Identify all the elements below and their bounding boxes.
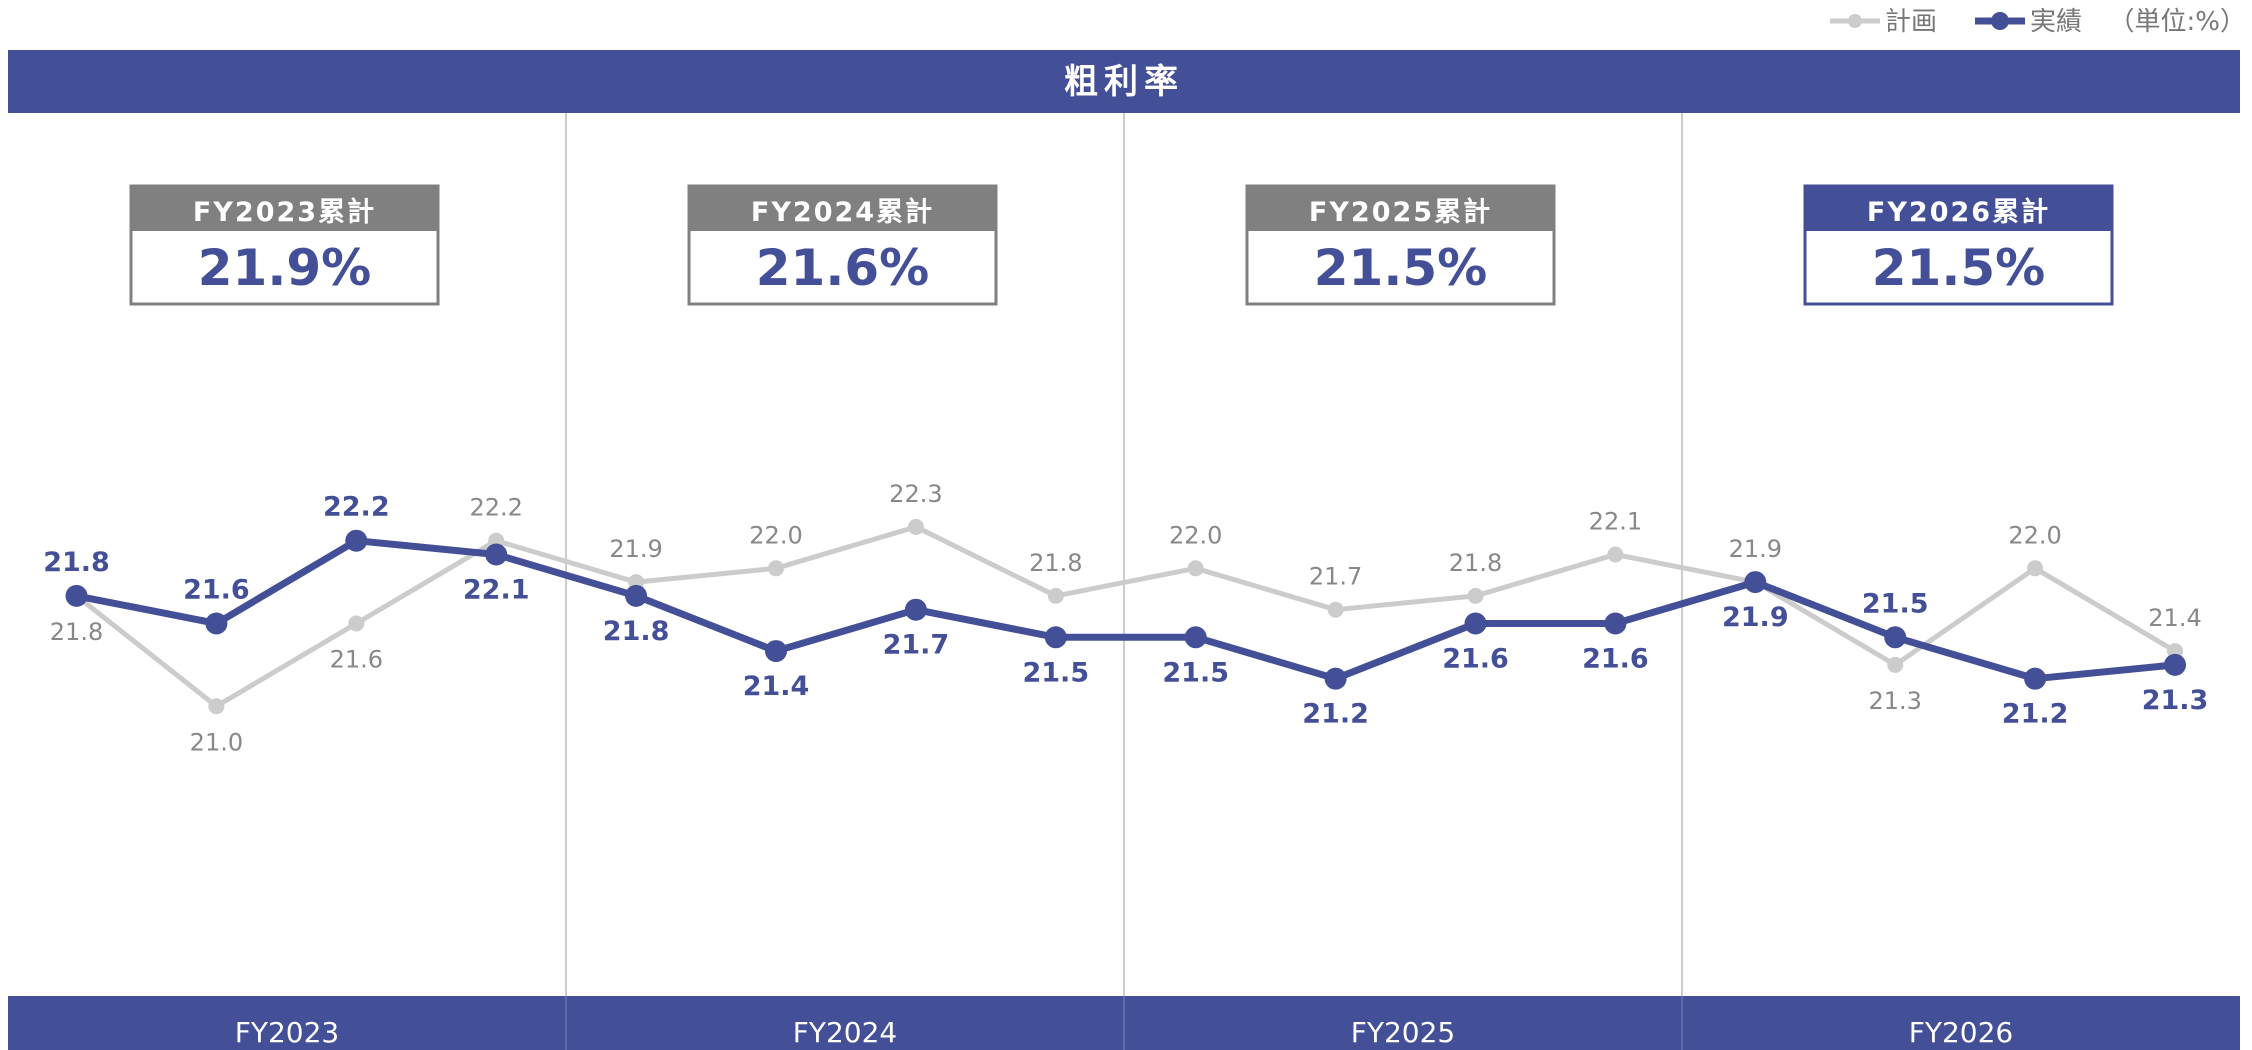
data-label: 22.2: [469, 494, 522, 522]
data-label: 22.0: [749, 521, 802, 549]
data-point: [1887, 656, 1904, 673]
data-point: [65, 584, 88, 607]
legend-label: 実績: [2030, 7, 2082, 37]
legend-marker: [1991, 12, 2009, 30]
data-point: [1047, 587, 1064, 604]
data-label: 21.4: [2148, 604, 2201, 632]
data-label: 21.8: [1449, 549, 1502, 577]
data-label: 22.2: [323, 492, 390, 523]
data-point: [1607, 546, 1624, 563]
data-point: [208, 698, 225, 715]
series-line: [75, 537, 2176, 683]
data-label: 21.8: [603, 616, 670, 647]
data-point: [1464, 612, 1487, 635]
data-label: 22.0: [1169, 521, 1222, 549]
data-label: 22.0: [2008, 521, 2061, 549]
data-label: 22.3: [889, 480, 942, 508]
data-label: 21.3: [1868, 687, 1921, 715]
summary-header: [689, 186, 996, 231]
data-point: [205, 612, 228, 635]
summary-header: [1247, 186, 1554, 231]
data-label: 21.7: [1309, 563, 1362, 591]
data-point: [1184, 626, 1207, 649]
series-line: [74, 524, 2177, 709]
data-point: [1044, 626, 1067, 649]
data-point: [768, 560, 784, 577]
summary-header: [1805, 186, 2112, 231]
data-label: 21.8: [43, 547, 110, 578]
data-point: [1884, 626, 1907, 649]
summary-value: 21.5%: [1872, 239, 2045, 297]
data-label: 21.6: [330, 645, 383, 673]
data-point: [1187, 560, 1204, 577]
group-label: FY2026: [1909, 1016, 2013, 1049]
data-label: 21.9: [1722, 602, 1789, 633]
data-label: 21.6: [183, 574, 250, 605]
data-point: [2164, 653, 2186, 676]
data-label: 22.1: [1589, 508, 1642, 536]
unit-label: （単位:%）: [2109, 7, 2246, 37]
summary-value: 21.5%: [1314, 239, 1487, 297]
data-point: [345, 529, 368, 552]
data-point: [907, 518, 924, 535]
data-point: [2027, 560, 2044, 577]
summary-label: FY2023累計: [193, 196, 376, 228]
group-label: FY2025: [1351, 1016, 1455, 1049]
data-label: 21.6: [1442, 643, 1509, 674]
summary-label: FY2024累計: [751, 196, 934, 228]
data-label: 21.2: [1302, 699, 1369, 730]
data-label: 21.6: [1582, 643, 1649, 674]
data-label: 21.3: [2142, 685, 2209, 716]
data-label: 21.5: [1162, 657, 1229, 688]
data-label: 21.8: [50, 618, 103, 646]
summary-label: FY2025累計: [1309, 196, 1492, 228]
legend-marker: [1848, 14, 1862, 28]
data-label: 21.7: [883, 630, 950, 661]
data-point: [1467, 587, 1484, 604]
data-point: [1744, 571, 1767, 594]
data-point: [348, 615, 365, 632]
data-point: [1604, 612, 1627, 635]
data-label: 21.5: [1022, 657, 1089, 688]
data-point: [2024, 667, 2047, 690]
group-bar: [566, 996, 1124, 1050]
data-point: [625, 584, 648, 607]
data-label: 21.0: [190, 728, 243, 756]
chart-title: 粗利率: [1064, 62, 1184, 102]
summary-header: [131, 186, 438, 231]
group-label: FY2024: [793, 1016, 897, 1049]
data-label: 21.2: [2002, 699, 2069, 730]
data-label: 22.1: [463, 575, 530, 606]
data-label: 21.5: [1862, 588, 1929, 619]
data-label: 21.8: [1029, 549, 1082, 577]
data-label: 21.9: [609, 535, 662, 563]
group-label: FY2023: [235, 1016, 339, 1049]
title-bar: [8, 50, 2240, 113]
data-label: 21.9: [1729, 535, 1782, 563]
data-point: [1324, 667, 1347, 690]
group-bar: [1682, 996, 2240, 1050]
data-point: [765, 640, 787, 663]
summary-value: 21.6%: [756, 239, 929, 297]
summary-label: FY2026累計: [1867, 196, 2050, 228]
summary-value: 21.9%: [198, 239, 371, 297]
data-point: [485, 543, 508, 566]
legend-label: 計画: [1885, 7, 1937, 37]
data-label: 21.4: [743, 671, 810, 702]
data-point: [1327, 601, 1344, 618]
group-bar: [1124, 996, 1682, 1050]
data-point: [904, 598, 927, 621]
group-bar: [8, 996, 566, 1050]
